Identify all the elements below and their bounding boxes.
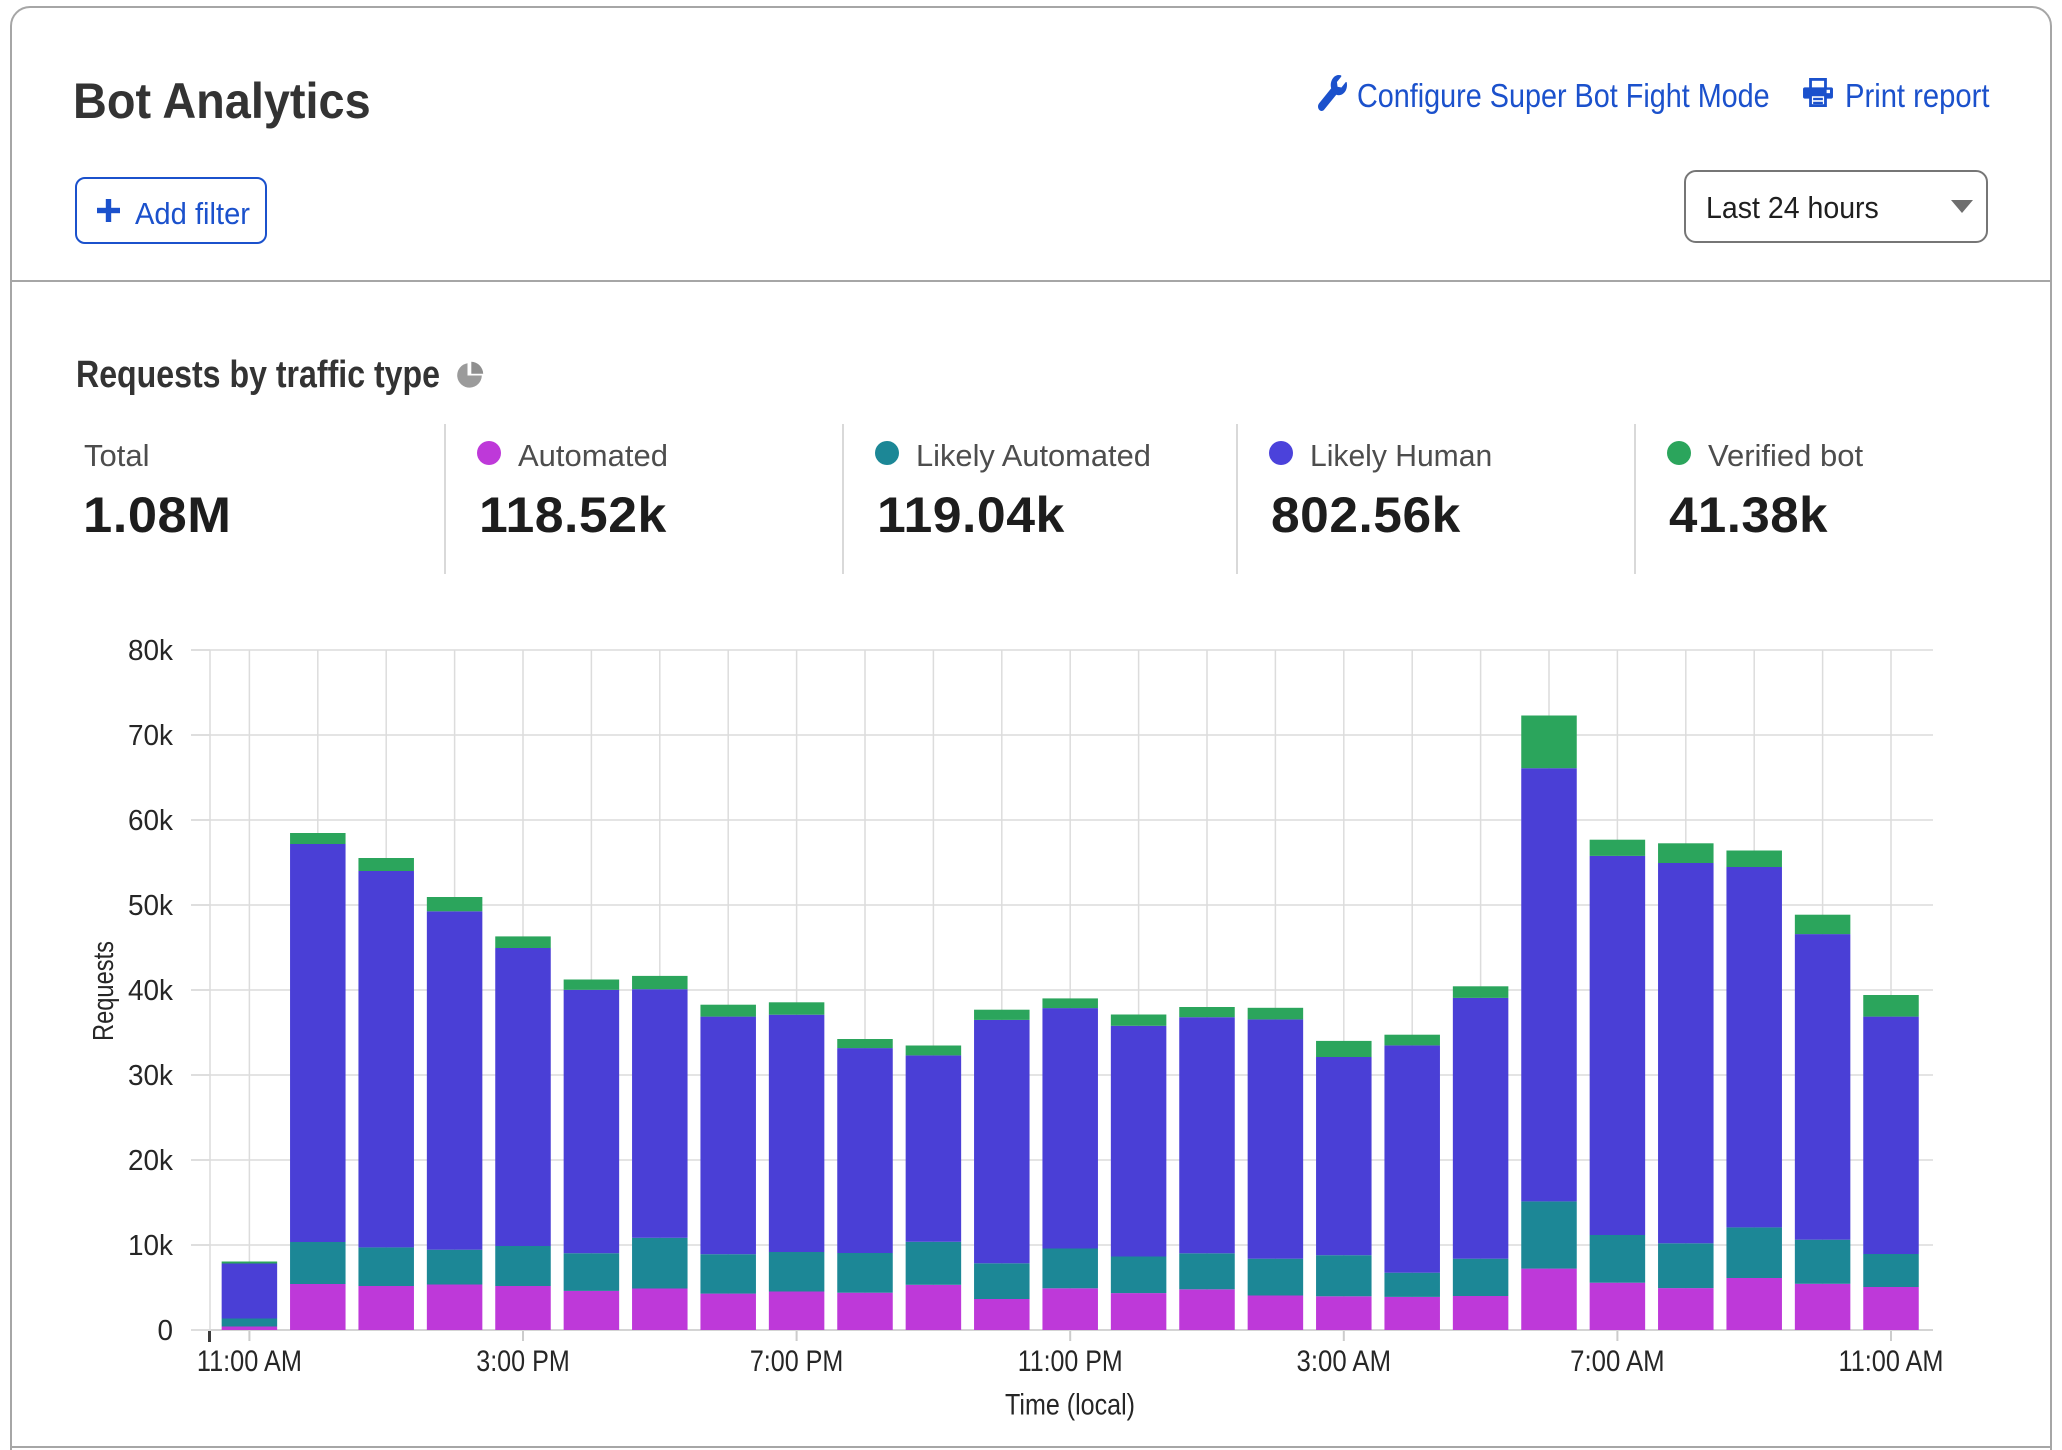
svg-text:0: 0 bbox=[158, 1315, 174, 1347]
svg-text:3:00 AM: 3:00 AM bbox=[1297, 1345, 1392, 1378]
svg-text:60k: 60k bbox=[128, 805, 173, 837]
svg-text:40k: 40k bbox=[128, 975, 173, 1007]
svg-text:7:00 PM: 7:00 PM bbox=[750, 1345, 844, 1378]
svg-text:50k: 50k bbox=[128, 890, 173, 922]
svg-text:3:00 PM: 3:00 PM bbox=[476, 1345, 570, 1378]
svg-text:Time (local): Time (local) bbox=[1005, 1389, 1135, 1422]
svg-text:11:00 AM: 11:00 AM bbox=[197, 1345, 302, 1378]
svg-text:80k: 80k bbox=[128, 635, 173, 667]
svg-text:7:00 AM: 7:00 AM bbox=[1570, 1345, 1665, 1378]
svg-text:30k: 30k bbox=[128, 1060, 173, 1092]
svg-text:70k: 70k bbox=[128, 720, 173, 752]
svg-text:10k: 10k bbox=[128, 1230, 173, 1262]
svg-text:20k: 20k bbox=[128, 1145, 173, 1177]
svg-text:11:00 AM: 11:00 AM bbox=[1839, 1345, 1944, 1378]
svg-text:Requests: Requests bbox=[88, 941, 120, 1041]
svg-text:11:00 PM: 11:00 PM bbox=[1018, 1345, 1123, 1378]
